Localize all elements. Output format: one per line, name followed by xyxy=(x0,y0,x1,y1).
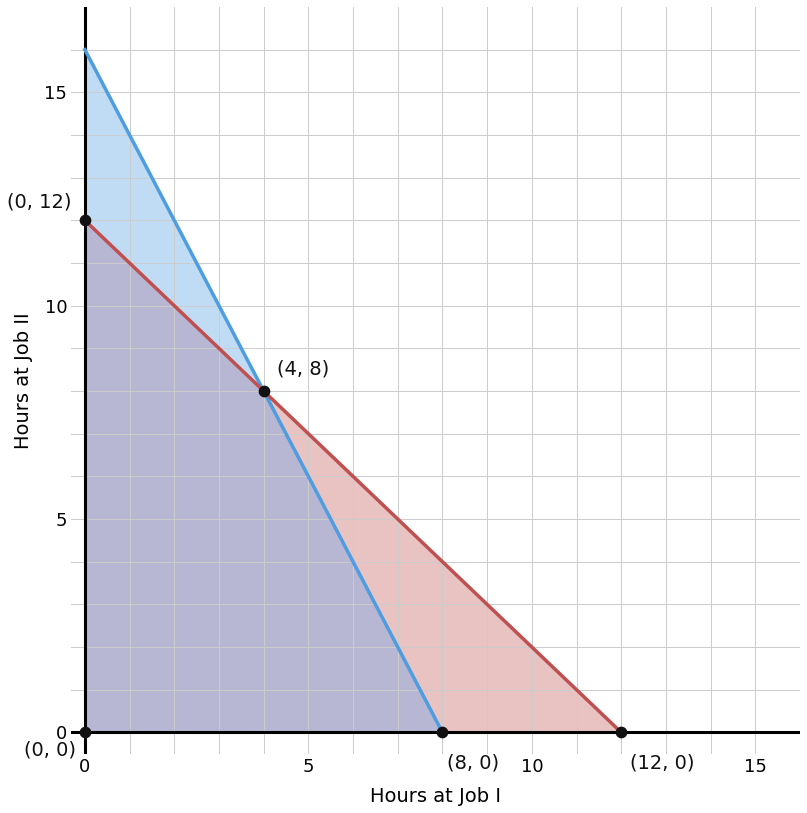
Polygon shape xyxy=(264,391,621,733)
Text: (8, 0): (8, 0) xyxy=(447,754,499,773)
Polygon shape xyxy=(85,220,442,733)
Point xyxy=(78,726,91,739)
Y-axis label: Hours at Job II: Hours at Job II xyxy=(15,312,33,449)
Point xyxy=(436,726,449,739)
Point xyxy=(78,214,91,227)
Text: (12, 0): (12, 0) xyxy=(630,754,695,773)
Text: (4, 8): (4, 8) xyxy=(277,359,329,378)
Text: (0, 0): (0, 0) xyxy=(24,741,76,760)
Point xyxy=(615,726,628,739)
Point xyxy=(257,385,270,398)
Text: (0, 12): (0, 12) xyxy=(7,193,72,212)
Polygon shape xyxy=(85,50,264,391)
X-axis label: Hours at Job I: Hours at Job I xyxy=(370,787,501,806)
